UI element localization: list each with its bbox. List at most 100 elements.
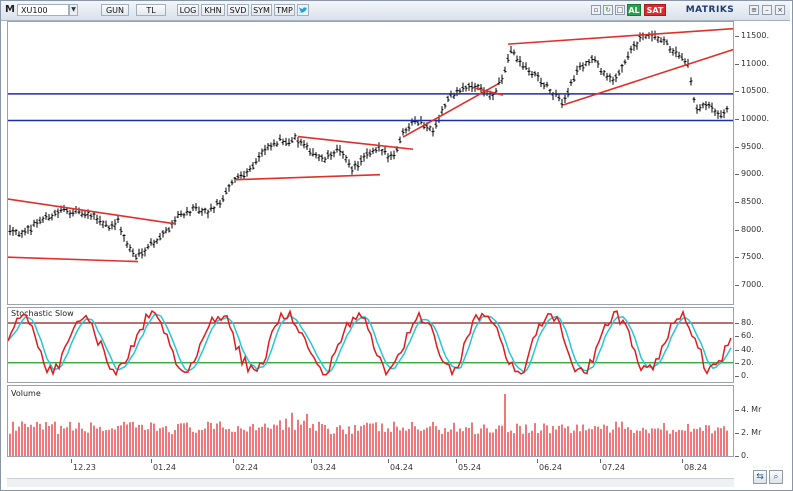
trend-line[interactable]	[297, 135, 414, 151]
price-bar	[176, 210, 180, 218]
price-bar	[383, 146, 387, 155]
price-bar	[500, 74, 504, 85]
stochastic-panel[interactable]: Stochastic Slow	[7, 307, 734, 383]
zoom-icon[interactable]: ⌕	[769, 470, 783, 484]
price-bar	[320, 154, 324, 162]
price-bar	[518, 56, 522, 67]
price-bar	[428, 125, 432, 132]
close-icon[interactable]: ×	[775, 5, 785, 15]
tmp-button[interactable]: TMP	[274, 4, 295, 16]
price-bar	[572, 75, 576, 82]
date-tick	[388, 459, 389, 463]
price-bar	[101, 220, 105, 229]
price-bar	[344, 155, 348, 163]
price-panel[interactable]	[7, 21, 734, 305]
horizontal-scrollbar[interactable]	[7, 478, 734, 487]
price-bar	[158, 232, 162, 241]
price-bar	[50, 213, 54, 221]
volume-chart[interactable]	[8, 386, 733, 456]
price-chart[interactable]	[8, 22, 733, 304]
scroll-icon[interactable]: ⇆	[753, 470, 767, 484]
price-bar	[230, 179, 234, 186]
price-bar	[26, 225, 30, 234]
trend-line[interactable]	[562, 48, 733, 106]
trend-line[interactable]	[507, 27, 733, 45]
currency-button[interactable]: TL	[136, 4, 166, 16]
price-bar	[401, 128, 405, 136]
price-bar	[113, 219, 117, 231]
buy-button[interactable]: AL	[627, 4, 641, 16]
price-bar	[305, 142, 309, 151]
price-bar	[455, 87, 459, 97]
refresh-icon[interactable]: ↻	[603, 5, 613, 15]
volume-panel[interactable]: Volume	[7, 385, 734, 457]
price-bar	[689, 77, 693, 86]
price-bar	[362, 152, 366, 162]
price-bar	[290, 136, 294, 143]
stochastic-chart[interactable]	[8, 308, 733, 382]
price-bar	[545, 81, 549, 88]
price-bar	[626, 51, 630, 60]
price-bar	[566, 87, 570, 98]
price-bar	[410, 118, 414, 126]
price-bar	[38, 216, 42, 225]
price-bar	[704, 101, 708, 111]
trend-line[interactable]	[475, 87, 504, 96]
symbol-dropdown-icon[interactable]: ▼	[69, 4, 78, 16]
price-bar	[584, 60, 588, 67]
price-bar	[503, 66, 507, 73]
price-bar	[608, 73, 612, 83]
volume-y-tick	[735, 456, 739, 457]
trend-line[interactable]	[8, 198, 177, 225]
price-bar	[56, 208, 60, 218]
price-bar	[722, 109, 726, 119]
stoch-y-tick-label: 60.	[741, 331, 754, 341]
stochastic-title: Stochastic Slow	[11, 309, 74, 318]
twitter-icon[interactable]	[297, 4, 309, 16]
price-y-tick-label: 9000.	[741, 169, 764, 179]
price-bar	[254, 158, 258, 165]
trend-line[interactable]	[402, 83, 499, 138]
date-tick-label: 02.24	[235, 463, 258, 472]
price-bar	[338, 145, 342, 156]
sync-icon[interactable]: ▫	[591, 5, 601, 15]
window-icon[interactable]: □	[615, 5, 625, 15]
volume-y-tick	[735, 433, 739, 434]
price-bar	[593, 56, 597, 63]
sell-button[interactable]: SAT	[644, 4, 666, 16]
stoch-y-tick	[735, 362, 739, 364]
trend-line[interactable]	[235, 173, 381, 181]
period-button[interactable]: GUN	[101, 4, 129, 16]
price-bar	[266, 143, 270, 151]
trend-line[interactable]	[8, 256, 139, 263]
price-bar	[14, 229, 18, 236]
log-button[interactable]: LOG	[177, 4, 199, 16]
price-bar	[314, 152, 318, 159]
date-tick	[71, 459, 72, 463]
khn-button[interactable]: KHN	[201, 4, 225, 16]
price-bar	[404, 127, 408, 134]
price-bar	[47, 214, 51, 221]
volume-y-tick-label: 0.	[741, 451, 749, 460]
sym-button[interactable]: SYM	[251, 4, 272, 16]
price-bar	[692, 96, 696, 103]
stoch-d-line	[8, 313, 732, 374]
price-bar	[179, 210, 183, 217]
price-y-axis: 11500. 11000. 10500. 10000. 9500. 9000. 8500. 8…	[735, 21, 783, 305]
price-y-tick	[735, 202, 739, 203]
price-bar	[710, 102, 714, 113]
settings-icon[interactable]: ≡	[749, 5, 759, 15]
price-y-tick	[735, 257, 739, 259]
price-bar	[524, 62, 528, 70]
price-bar	[332, 150, 336, 158]
minimize-icon[interactable]: –	[762, 5, 772, 15]
price-bar	[431, 127, 435, 137]
price-bar	[257, 152, 261, 162]
price-bar	[446, 95, 450, 102]
svd-button[interactable]: SVD	[227, 4, 249, 16]
price-y-tick	[735, 174, 739, 176]
date-tick-label: 07.24	[602, 463, 625, 472]
menu-button[interactable]: M	[5, 4, 15, 15]
symbol-input[interactable]: XU100	[17, 4, 69, 16]
price-bar	[473, 82, 477, 92]
